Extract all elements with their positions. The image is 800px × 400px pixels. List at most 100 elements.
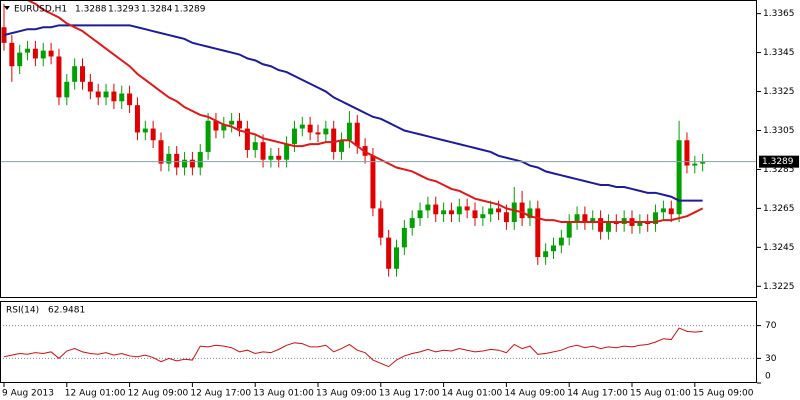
- candle-body: [111, 91, 117, 102]
- main-panel: [0, 0, 757, 298]
- candle-body: [535, 208, 541, 258]
- candle-body: [315, 132, 321, 135]
- candle-body: [252, 142, 258, 150]
- candle-body: [260, 142, 266, 160]
- candle-body: [354, 122, 360, 147]
- candle-body: [244, 128, 250, 150]
- candle-body: [472, 210, 478, 219]
- candle-body: [291, 128, 297, 145]
- candle-body: [166, 153, 172, 164]
- candle-body: [441, 210, 447, 215]
- current-price-label: 1.3289: [762, 157, 794, 167]
- candle-body: [299, 124, 305, 129]
- candle-body: [323, 128, 329, 135]
- candle-body: [197, 151, 203, 168]
- candle-body: [519, 202, 525, 219]
- candle-body: [127, 93, 133, 106]
- candle-body: [331, 128, 337, 152]
- candle-body: [684, 140, 690, 166]
- candle-body: [80, 66, 85, 82]
- y-tick-label: 1.3325: [763, 87, 795, 97]
- candle-body: [543, 251, 549, 258]
- x-tick-label: 14 Aug 01:00: [442, 389, 503, 399]
- candle-body: [574, 214, 580, 223]
- y-tick-label: 1.3225: [763, 282, 795, 292]
- candle-body: [668, 208, 674, 215]
- y-tick-label: 1.3245: [763, 243, 795, 253]
- candle-body: [496, 208, 502, 213]
- candle-body: [488, 208, 494, 215]
- x-tick-label: 9 Aug 2013: [2, 389, 54, 399]
- y-tick-label: 1.3285: [763, 165, 795, 175]
- candle-body: [119, 93, 125, 102]
- moving-average: [27, 1, 704, 224]
- candle-body: [425, 204, 431, 211]
- candle-body: [64, 81, 70, 98]
- rsi-tick-label: 70: [765, 321, 777, 331]
- candle-body: [72, 66, 78, 82]
- candle-body: [409, 218, 415, 228]
- candle-body: [605, 222, 611, 232]
- candle-body: [660, 208, 666, 213]
- candle-body: [142, 128, 148, 133]
- candle-body: [527, 208, 533, 219]
- candle-body: [17, 52, 23, 67]
- candle-body: [456, 206, 462, 215]
- rsi-tick-label: 30: [765, 354, 777, 364]
- candle-body: [221, 124, 227, 131]
- candle-body: [95, 91, 101, 98]
- header-low: 1.3284: [141, 5, 173, 15]
- candle-body: [566, 222, 572, 238]
- rsi-value: 62.9481: [48, 306, 85, 316]
- candle-body: [40, 50, 46, 59]
- candle-body: [182, 159, 188, 168]
- rsi-tick-label: 0: [765, 372, 771, 382]
- symbol: EURUSD,H1: [14, 5, 67, 15]
- x-tick-label: 12 Aug 09:00: [128, 389, 189, 399]
- candle-body: [582, 214, 588, 223]
- current-price-box: [759, 155, 799, 168]
- candle-body: [307, 124, 313, 133]
- x-tick-label: 14 Aug 17:00: [567, 389, 628, 399]
- x-tick-label: 13 Aug 01:00: [253, 389, 314, 399]
- x-tick-label: 12 Aug 01:00: [65, 389, 126, 399]
- candle-body: [692, 163, 698, 166]
- main-plot: [1, 1, 756, 277]
- candle-body: [370, 155, 376, 209]
- y-tick-label: 1.3265: [763, 204, 795, 214]
- candle-body: [268, 155, 274, 160]
- x-tick-label: 13 Aug 17:00: [379, 389, 440, 399]
- x-tick-label: 12 Aug 17:00: [190, 389, 251, 399]
- candle-body: [558, 237, 564, 246]
- candle-body: [189, 159, 195, 168]
- rsi-line: [3, 327, 703, 368]
- x-tick-label: 13 Aug 09:00: [316, 389, 377, 399]
- y-tick-label: 1.3345: [763, 48, 795, 58]
- candle-body: [378, 208, 384, 238]
- candle-body: [401, 227, 407, 248]
- candle-body: [25, 48, 31, 53]
- moving-average: [3, 24, 703, 202]
- candle-body: [480, 214, 486, 219]
- candle-body: [237, 120, 242, 129]
- rsi-panel: [0, 301, 757, 383]
- y-tick-label: 1.3365: [763, 9, 795, 19]
- candle-body: [448, 210, 454, 215]
- candle-body: [213, 120, 219, 131]
- candle-body: [464, 206, 470, 211]
- candle-body: [700, 161, 706, 164]
- header-open: 1.3288: [75, 5, 107, 15]
- candle-body: [417, 210, 423, 219]
- candle-body: [150, 128, 156, 141]
- candle-body: [229, 120, 235, 125]
- axes: 1.3365 1.3345 1.3325 1.3305 1.3285 1.3265 1.32…: [2, 9, 799, 399]
- y-tick-label: 1.3305: [763, 126, 795, 136]
- candle-body: [511, 202, 517, 223]
- x-tick-label: 15 Aug 09:00: [693, 389, 754, 399]
- header-high: 1.3293: [108, 5, 140, 15]
- candle-body: [87, 81, 93, 92]
- candle-body: [32, 48, 38, 59]
- rsi-name: RSI(14): [6, 306, 39, 316]
- candle-body: [174, 153, 180, 168]
